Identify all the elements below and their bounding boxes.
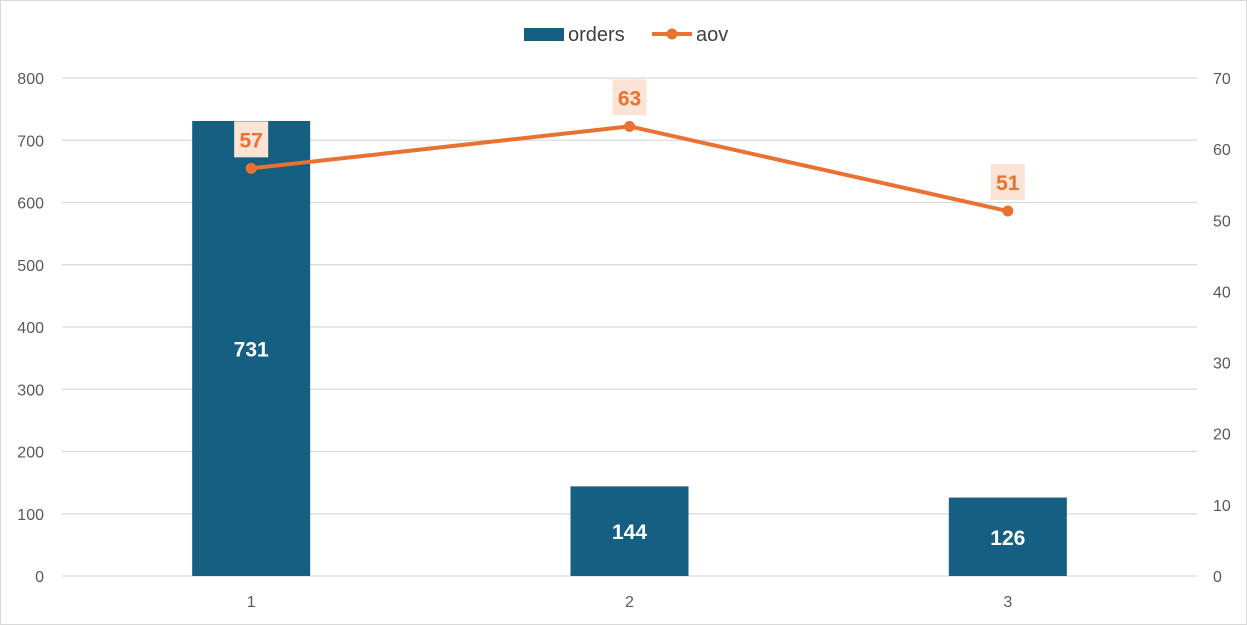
bar-value-label: 731 (234, 338, 269, 361)
y-right-tick-label: 40 (1213, 284, 1231, 301)
x-tick-label: 3 (1003, 594, 1012, 611)
bar-orders (570, 486, 689, 576)
aov-point (1002, 205, 1014, 217)
y-left-tick-label: 600 (17, 196, 44, 213)
line-label-background (990, 164, 1025, 201)
y-axis-right: 0 10 20 30 40 50 60 70 (1213, 71, 1231, 586)
y-left-tick-label: 300 (17, 382, 44, 399)
x-axis: 1 2 3 (247, 594, 1013, 611)
bar-data-labels: 731 144 126 (234, 338, 1026, 549)
y-left-tick-label: 800 (17, 71, 44, 88)
x-tick-label: 2 (625, 594, 634, 611)
bar-orders (948, 497, 1067, 576)
legend-marker-aov (666, 28, 678, 40)
y-left-tick-label: 500 (17, 258, 44, 275)
legend-swatch-orders (524, 28, 564, 41)
bar-orders (192, 120, 311, 576)
y-left-tick-label: 200 (17, 445, 44, 462)
legend-label-orders: orders (568, 24, 625, 46)
x-tick-label: 1 (247, 594, 256, 611)
line-series-aov (245, 120, 1014, 217)
aov-value-label: 51 (996, 172, 1020, 195)
bar-value-label: 126 (990, 527, 1025, 550)
line-data-labels: 57 63 51 (234, 79, 1025, 201)
y-right-tick-label: 10 (1213, 498, 1231, 515)
aov-value-label: 63 (618, 87, 641, 110)
aov-line (249, 124, 1010, 214)
y-axis-left: 0 100 200 300 400 500 600 700 800 (17, 71, 44, 586)
legend: orders aov (524, 24, 728, 46)
y-left-tick-label: 400 (17, 320, 44, 337)
legend-label-aov: aov (696, 24, 728, 46)
y-left-tick-label: 700 (17, 133, 44, 150)
aov-value-label: 57 (239, 129, 262, 152)
y-right-tick-label: 0 (1213, 569, 1222, 586)
aov-point (624, 120, 635, 132)
y-right-tick-label: 20 (1213, 427, 1231, 444)
y-right-tick-label: 70 (1213, 71, 1231, 88)
y-left-tick-label: 100 (17, 507, 44, 524)
bar-value-label: 144 (612, 521, 647, 544)
y-right-tick-label: 30 (1213, 356, 1231, 373)
y-right-tick-label: 50 (1213, 213, 1231, 230)
bar-series-orders (192, 120, 1067, 576)
y-right-tick-label: 60 (1213, 142, 1231, 159)
aov-point (245, 162, 257, 174)
y-left-tick-label: 0 (35, 569, 44, 586)
line-label-background (234, 121, 269, 158)
line-label-background (612, 79, 647, 116)
